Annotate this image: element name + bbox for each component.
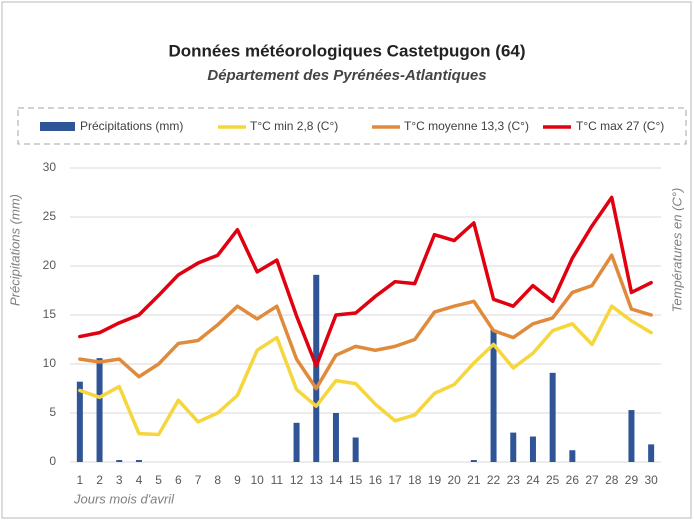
line [78, 253, 653, 391]
y-tick-label: 25 [43, 209, 57, 223]
x-tick-label: 30 [644, 473, 658, 487]
bar [332, 413, 339, 462]
bar [76, 381, 83, 462]
bar [510, 432, 517, 462]
y-tick-label: 5 [49, 405, 56, 419]
x-tick-label: 27 [585, 473, 599, 487]
chart-title: Données météorologiques Castetpugon (64) [168, 41, 525, 60]
x-tick-label: 18 [408, 473, 422, 487]
legend-box [17, 107, 687, 145]
y-axis-title: Précipitations (mm) [7, 194, 22, 306]
bar [490, 329, 497, 462]
x-tick-label: 12 [290, 473, 304, 487]
x-tick-label: 8 [214, 473, 221, 487]
y-tick-label: 15 [43, 307, 57, 321]
y-tick-label: 10 [43, 356, 57, 370]
x-tick-label: 2 [96, 473, 103, 487]
line [78, 195, 653, 368]
legend-label: Précipitations (mm) [80, 119, 183, 133]
y2-axis-title: Températures en (C°) [669, 188, 684, 313]
x-tick-label: 25 [546, 473, 560, 487]
x-tick-label: 11 [271, 473, 284, 487]
bar [116, 460, 123, 462]
bar [529, 436, 536, 462]
bar [628, 410, 635, 462]
bar [569, 450, 576, 462]
x-tick-label: 24 [526, 473, 540, 487]
x-tick-label: 13 [310, 473, 324, 487]
bar [293, 422, 300, 462]
x-tick-label: 15 [349, 473, 363, 487]
x-tick-label: 28 [605, 473, 619, 487]
x-tick-label: 29 [625, 473, 639, 487]
bar [135, 460, 142, 462]
x-tick-label: 19 [428, 473, 442, 487]
x-tick-label: 1 [77, 473, 84, 487]
x-tick-label: 14 [329, 473, 343, 487]
bar [648, 444, 655, 462]
legend-label: T°C max 27 (C°) [576, 119, 664, 133]
y-tick-label: 20 [43, 258, 57, 272]
x-tick-label: 20 [447, 473, 461, 487]
x-tick-label: 7 [195, 473, 202, 487]
bar [352, 437, 359, 462]
chart-subtitle: Département des Pyrénées-Atlantiques [207, 67, 486, 84]
x-tick-label: 22 [487, 473, 501, 487]
x-tick-label: 17 [388, 473, 402, 487]
x-tick-label: 9 [234, 473, 241, 487]
x-tick-label: 5 [155, 473, 162, 487]
x-tick-label: 3 [116, 473, 123, 487]
line [78, 304, 653, 437]
x-tick-label: 16 [369, 473, 383, 487]
x-tick-label: 21 [467, 473, 481, 487]
bar [96, 358, 103, 462]
x-tick-label: 4 [136, 473, 143, 487]
bar [549, 372, 556, 462]
legend-label: T°C moyenne 13,3 (C°) [404, 119, 529, 133]
y-tick-label: 0 [49, 454, 56, 468]
x-tick-label: 6 [175, 473, 182, 487]
legend-swatch [40, 122, 75, 131]
x-tick-label: 26 [566, 473, 580, 487]
y-tick-label: 30 [43, 160, 57, 174]
x-axis-title: Jours mois d'avril [73, 491, 175, 506]
legend-label: T°C min 2,8 (C°) [250, 119, 338, 133]
bar [313, 274, 320, 462]
bar [470, 460, 477, 462]
x-tick-label: 10 [250, 473, 264, 487]
x-tick-label: 23 [507, 473, 521, 487]
